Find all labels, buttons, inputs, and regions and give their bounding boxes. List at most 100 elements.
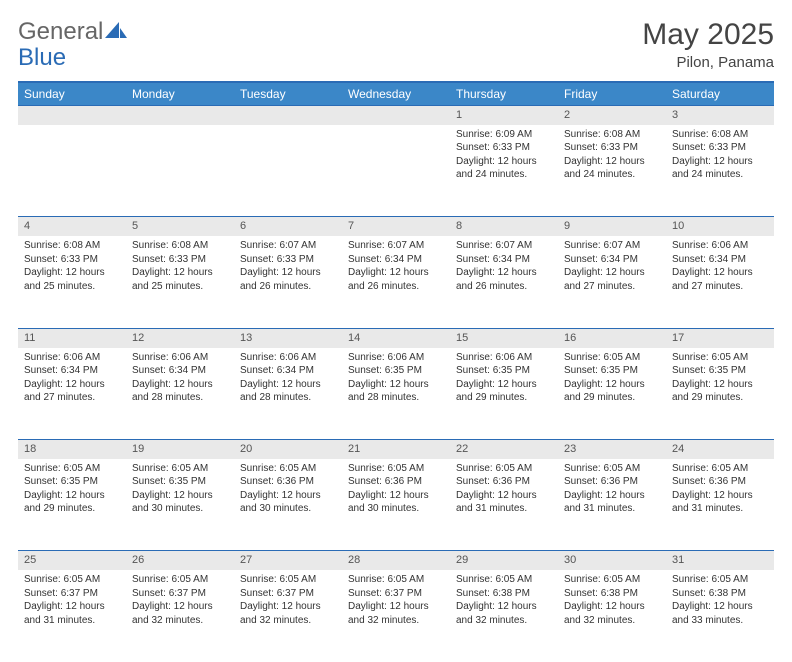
day-number-cell: 1 xyxy=(450,106,558,125)
day-number-row: 11121314151617 xyxy=(18,328,774,347)
day-details-row: Sunrise: 6:08 AMSunset: 6:33 PMDaylight:… xyxy=(18,236,774,328)
weekday-header: Saturday xyxy=(666,82,774,106)
header: General May 2025 Pilon, Panama xyxy=(18,18,774,71)
day-cell: Sunrise: 6:05 AMSunset: 6:35 PMDaylight:… xyxy=(558,348,666,440)
day-number-cell: 30 xyxy=(558,551,666,570)
day-cell: Sunrise: 6:07 AMSunset: 6:33 PMDaylight:… xyxy=(234,236,342,328)
daylight-line: Daylight: 12 hours and 24 minutes. xyxy=(672,155,768,182)
sunrise-line: Sunrise: 6:05 AM xyxy=(348,573,444,587)
day-cell: Sunrise: 6:05 AMSunset: 6:35 PMDaylight:… xyxy=(18,459,126,551)
day-number-row: 25262728293031 xyxy=(18,551,774,570)
sunset-line: Sunset: 6:33 PM xyxy=(564,141,660,155)
sunrise-line: Sunrise: 6:07 AM xyxy=(456,239,552,253)
day-details: Sunrise: 6:05 AMSunset: 6:36 PMDaylight:… xyxy=(558,459,666,520)
day-cell: Sunrise: 6:06 AMSunset: 6:34 PMDaylight:… xyxy=(666,236,774,328)
day-number-cell: 15 xyxy=(450,328,558,347)
sunset-line: Sunset: 6:33 PM xyxy=(132,253,228,267)
day-number-cell: 27 xyxy=(234,551,342,570)
day-number-cell xyxy=(126,106,234,125)
sunrise-line: Sunrise: 6:05 AM xyxy=(564,462,660,476)
sunset-line: Sunset: 6:37 PM xyxy=(132,587,228,601)
sunrise-line: Sunrise: 6:05 AM xyxy=(564,573,660,587)
day-number-cell: 14 xyxy=(342,328,450,347)
day-details: Sunrise: 6:05 AMSunset: 6:36 PMDaylight:… xyxy=(342,459,450,520)
daylight-line: Daylight: 12 hours and 32 minutes. xyxy=(348,600,444,627)
sunrise-line: Sunrise: 6:06 AM xyxy=(132,351,228,365)
day-details: Sunrise: 6:05 AMSunset: 6:36 PMDaylight:… xyxy=(234,459,342,520)
day-details: Sunrise: 6:09 AMSunset: 6:33 PMDaylight:… xyxy=(450,125,558,186)
sunset-line: Sunset: 6:36 PM xyxy=(564,475,660,489)
daylight-line: Daylight: 12 hours and 29 minutes. xyxy=(672,378,768,405)
day-details: Sunrise: 6:05 AMSunset: 6:35 PMDaylight:… xyxy=(18,459,126,520)
weekday-header-row: SundayMondayTuesdayWednesdayThursdayFrid… xyxy=(18,82,774,106)
day-details: Sunrise: 6:05 AMSunset: 6:36 PMDaylight:… xyxy=(666,459,774,520)
sunrise-line: Sunrise: 6:05 AM xyxy=(564,351,660,365)
day-details: Sunrise: 6:05 AMSunset: 6:37 PMDaylight:… xyxy=(342,570,450,631)
day-details: Sunrise: 6:05 AMSunset: 6:37 PMDaylight:… xyxy=(18,570,126,631)
daylight-line: Daylight: 12 hours and 32 minutes. xyxy=(456,600,552,627)
day-details: Sunrise: 6:05 AMSunset: 6:38 PMDaylight:… xyxy=(558,570,666,631)
daylight-line: Daylight: 12 hours and 32 minutes. xyxy=(132,600,228,627)
weekday-header: Wednesday xyxy=(342,82,450,106)
sunrise-line: Sunrise: 6:07 AM xyxy=(240,239,336,253)
day-number-cell: 5 xyxy=(126,217,234,236)
daylight-line: Daylight: 12 hours and 25 minutes. xyxy=(132,266,228,293)
day-cell: Sunrise: 6:06 AMSunset: 6:35 PMDaylight:… xyxy=(342,348,450,440)
daylight-line: Daylight: 12 hours and 32 minutes. xyxy=(240,600,336,627)
day-details: Sunrise: 6:08 AMSunset: 6:33 PMDaylight:… xyxy=(666,125,774,186)
day-number-cell: 11 xyxy=(18,328,126,347)
day-number-cell: 20 xyxy=(234,440,342,459)
day-number-cell: 16 xyxy=(558,328,666,347)
day-cell: Sunrise: 6:06 AMSunset: 6:35 PMDaylight:… xyxy=(450,348,558,440)
daylight-line: Daylight: 12 hours and 31 minutes. xyxy=(24,600,120,627)
weekday-header: Tuesday xyxy=(234,82,342,106)
day-number-cell: 25 xyxy=(18,551,126,570)
day-details: Sunrise: 6:07 AMSunset: 6:34 PMDaylight:… xyxy=(450,236,558,297)
sunset-line: Sunset: 6:38 PM xyxy=(456,587,552,601)
day-cell: Sunrise: 6:08 AMSunset: 6:33 PMDaylight:… xyxy=(666,125,774,217)
day-cell: Sunrise: 6:05 AMSunset: 6:37 PMDaylight:… xyxy=(126,570,234,662)
sunset-line: Sunset: 6:36 PM xyxy=(240,475,336,489)
day-details-row: Sunrise: 6:06 AMSunset: 6:34 PMDaylight:… xyxy=(18,348,774,440)
day-cell: Sunrise: 6:05 AMSunset: 6:36 PMDaylight:… xyxy=(234,459,342,551)
day-number-cell: 24 xyxy=(666,440,774,459)
daylight-line: Daylight: 12 hours and 32 minutes. xyxy=(564,600,660,627)
day-cell: Sunrise: 6:06 AMSunset: 6:34 PMDaylight:… xyxy=(18,348,126,440)
sunrise-line: Sunrise: 6:05 AM xyxy=(456,462,552,476)
day-cell: Sunrise: 6:05 AMSunset: 6:36 PMDaylight:… xyxy=(450,459,558,551)
day-number-cell: 9 xyxy=(558,217,666,236)
sunset-line: Sunset: 6:36 PM xyxy=(456,475,552,489)
daylight-line: Daylight: 12 hours and 27 minutes. xyxy=(672,266,768,293)
sunrise-line: Sunrise: 6:05 AM xyxy=(672,573,768,587)
day-details-row: Sunrise: 6:05 AMSunset: 6:37 PMDaylight:… xyxy=(18,570,774,662)
day-details: Sunrise: 6:07 AMSunset: 6:34 PMDaylight:… xyxy=(342,236,450,297)
day-details: Sunrise: 6:06 AMSunset: 6:34 PMDaylight:… xyxy=(126,348,234,409)
sunrise-line: Sunrise: 6:06 AM xyxy=(672,239,768,253)
day-cell xyxy=(342,125,450,217)
daylight-line: Daylight: 12 hours and 26 minutes. xyxy=(240,266,336,293)
day-cell xyxy=(18,125,126,217)
daylight-line: Daylight: 12 hours and 30 minutes. xyxy=(132,489,228,516)
day-cell: Sunrise: 6:05 AMSunset: 6:38 PMDaylight:… xyxy=(558,570,666,662)
sunset-line: Sunset: 6:34 PM xyxy=(348,253,444,267)
daylight-line: Daylight: 12 hours and 27 minutes. xyxy=(564,266,660,293)
logo-text-1: General xyxy=(18,18,103,46)
day-cell: Sunrise: 6:05 AMSunset: 6:36 PMDaylight:… xyxy=(666,459,774,551)
day-number-cell: 19 xyxy=(126,440,234,459)
day-number-cell: 23 xyxy=(558,440,666,459)
day-number-row: 18192021222324 xyxy=(18,440,774,459)
day-details: Sunrise: 6:07 AMSunset: 6:33 PMDaylight:… xyxy=(234,236,342,297)
day-cell: Sunrise: 6:07 AMSunset: 6:34 PMDaylight:… xyxy=(558,236,666,328)
day-number-cell: 21 xyxy=(342,440,450,459)
sunrise-line: Sunrise: 6:05 AM xyxy=(132,462,228,476)
daylight-line: Daylight: 12 hours and 25 minutes. xyxy=(24,266,120,293)
calendar-table: SundayMondayTuesdayWednesdayThursdayFrid… xyxy=(18,81,774,662)
sunset-line: Sunset: 6:35 PM xyxy=(456,364,552,378)
day-cell: Sunrise: 6:05 AMSunset: 6:35 PMDaylight:… xyxy=(666,348,774,440)
day-details: Sunrise: 6:05 AMSunset: 6:35 PMDaylight:… xyxy=(126,459,234,520)
daylight-line: Daylight: 12 hours and 26 minutes. xyxy=(456,266,552,293)
daylight-line: Daylight: 12 hours and 29 minutes. xyxy=(24,489,120,516)
day-details: Sunrise: 6:05 AMSunset: 6:38 PMDaylight:… xyxy=(450,570,558,631)
sunset-line: Sunset: 6:38 PM xyxy=(564,587,660,601)
sunrise-line: Sunrise: 6:07 AM xyxy=(564,239,660,253)
